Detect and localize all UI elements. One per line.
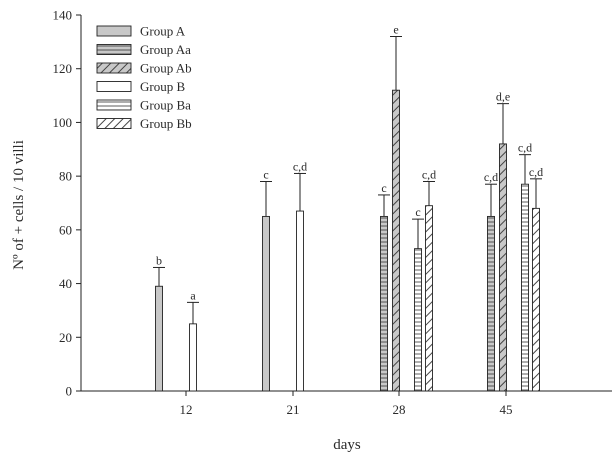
significance-label: e — [393, 22, 398, 36]
significance-label: c,d — [518, 141, 532, 155]
significance-label: d,e — [496, 90, 510, 104]
y-tick-label: 140 — [53, 8, 73, 23]
plot-axes: 0 20 40 60 80 100 120 140 12 21 28 45 — [53, 8, 612, 417]
significance-label: c — [263, 168, 268, 182]
legend-label: Group Ba — [140, 98, 191, 113]
legend-swatch — [96, 44, 132, 55]
bar — [392, 89, 400, 392]
y-tick-label: 120 — [53, 61, 73, 76]
y-axis-title: Nº of + cells / 10 villi — [11, 140, 27, 270]
x-axis-title: days — [333, 437, 361, 453]
legend-label: Group Bb — [140, 116, 192, 131]
bar — [532, 207, 540, 392]
x-tick-label: 12 — [180, 402, 193, 417]
significance-label: c,d — [293, 159, 307, 173]
bar — [189, 323, 197, 392]
x-tick-label: 28 — [393, 402, 406, 417]
y-tick-label: 0 — [66, 384, 73, 399]
bar — [425, 205, 433, 392]
legend: Group A Group Aa Group Ab Group B Group Ba Gr… — [96, 24, 192, 131]
significance-label: c,d — [484, 170, 498, 184]
significance-label: c — [415, 205, 420, 219]
legend-label: Group Ab — [140, 61, 192, 76]
significance-label: c,d — [529, 165, 543, 179]
significance-label: a — [190, 288, 196, 302]
x-tick-label: 45 — [500, 402, 513, 417]
bar — [296, 210, 304, 392]
significance-label: c,d — [422, 168, 436, 182]
legend-label: Group B — [140, 79, 185, 94]
legend-swatch — [96, 62, 132, 74]
bar-groups: b c c c,d e d,e a c,d c c,d c,d c,d — [153, 22, 543, 392]
significance-label: c — [381, 181, 386, 195]
y-tick-label: 80 — [59, 169, 72, 184]
y-tick-label: 40 — [59, 276, 72, 291]
x-tick-label: 21 — [287, 402, 300, 417]
legend-label: Group A — [140, 24, 186, 39]
y-tick-label: 60 — [59, 222, 72, 237]
bar — [414, 248, 422, 392]
legend-label: Group Aa — [140, 42, 191, 57]
bar — [487, 215, 495, 392]
bar — [155, 285, 163, 392]
legend-swatch — [96, 118, 132, 129]
legend-swatch — [96, 99, 132, 111]
y-tick-label: 100 — [53, 115, 73, 130]
significance-label: b — [156, 253, 162, 267]
bar — [499, 143, 507, 392]
y-tick-label: 20 — [59, 330, 72, 345]
bar — [262, 215, 270, 392]
legend-swatch — [96, 81, 132, 92]
bar — [380, 215, 388, 392]
legend-swatch — [96, 25, 132, 37]
bar — [521, 183, 529, 392]
